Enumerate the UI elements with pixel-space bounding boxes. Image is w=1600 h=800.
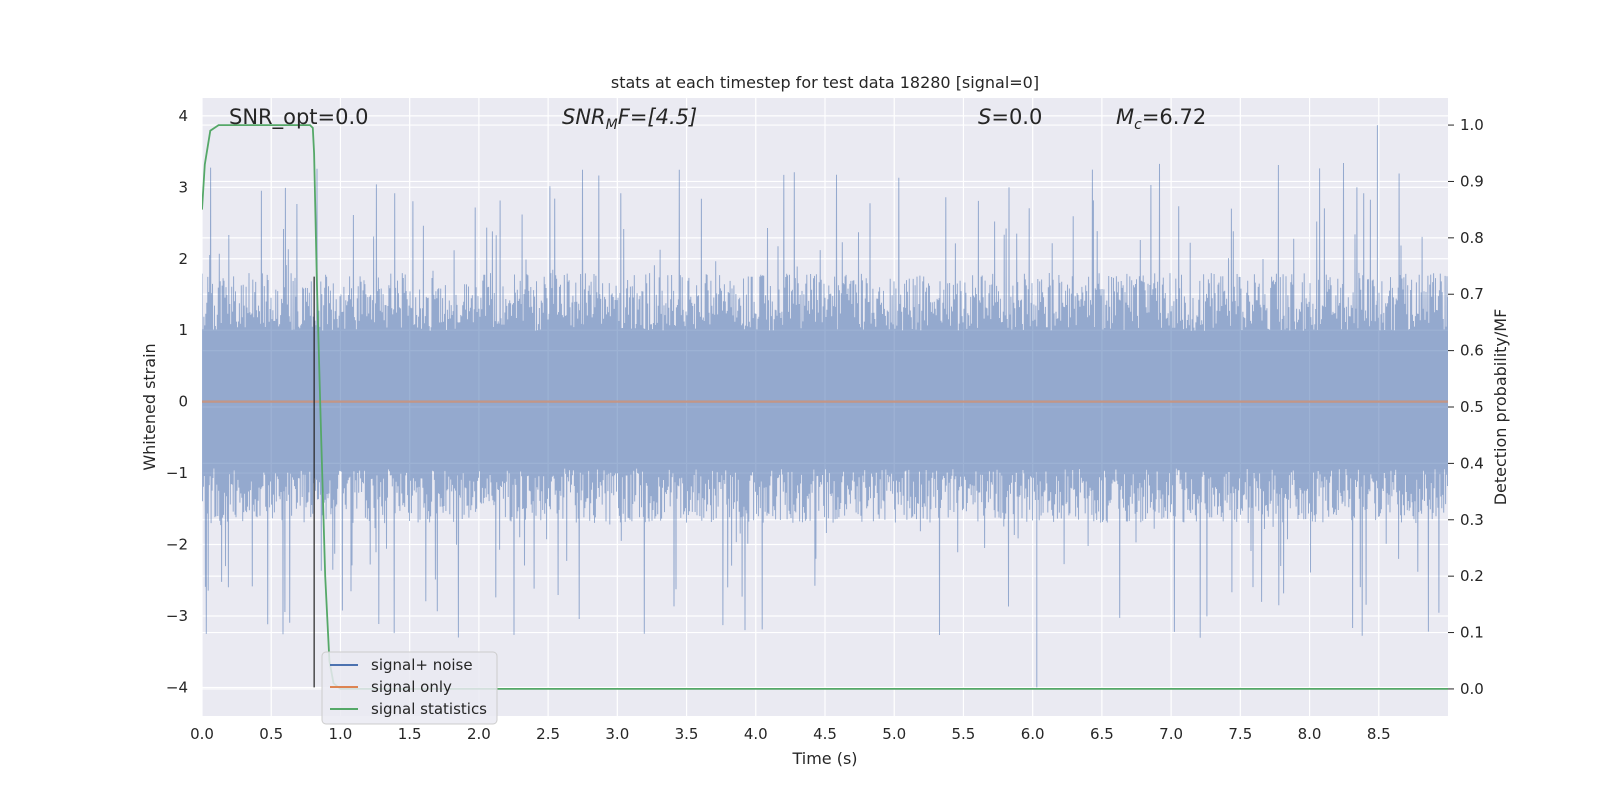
x-tick-label: 6.5 (1090, 725, 1114, 743)
y2-tick-label: 0.3 (1460, 511, 1484, 529)
y-tick-label: −2 (166, 536, 188, 554)
x-tick-label: 5.5 (952, 725, 976, 743)
y2-tick-label: 0.6 (1460, 342, 1484, 360)
x-tick-label: 3.0 (605, 725, 629, 743)
x-tick-label: 2.0 (467, 725, 491, 743)
x-tick-label: 6.0 (1021, 725, 1045, 743)
annotation-snr-opt: SNR_opt=0.0 (229, 105, 369, 130)
legend-label-signal-only: signal only (371, 678, 452, 696)
y2-tick-label: 0.5 (1460, 398, 1484, 416)
legend-label-signal-noise: signal+ noise (371, 656, 473, 674)
x-tick-label: 2.5 (536, 725, 560, 743)
y2-tick-label: 1.0 (1460, 116, 1484, 134)
x-tick-label: 1.0 (329, 725, 353, 743)
x-tick-label: 0.5 (259, 725, 283, 743)
chart-title: stats at each timestep for test data 182… (611, 73, 1039, 92)
y2-tick-label: 0.2 (1460, 567, 1484, 585)
legend-label-signal-statistics: signal statistics (371, 700, 487, 718)
y2-tick-label: 0.8 (1460, 229, 1484, 247)
y2-tick-label: 0.9 (1460, 172, 1484, 190)
x-tick-label: 4.5 (813, 725, 837, 743)
x-tick-label: 8.5 (1367, 725, 1391, 743)
x-tick-label: 7.0 (1159, 725, 1183, 743)
y-tick-label: 3 (178, 178, 188, 196)
y2-tick-label: 0.1 (1460, 624, 1484, 642)
y2-tick-label: 0.4 (1460, 454, 1484, 472)
y2-tick-label: 0.7 (1460, 285, 1484, 303)
y2-tick-label: 0.0 (1460, 680, 1484, 698)
legend: signal+ noise signal only signal statist… (322, 652, 497, 724)
y-tick-label: 2 (178, 250, 188, 268)
y-tick-label: −1 (166, 464, 188, 482)
x-tick-label: 1.5 (398, 725, 422, 743)
y-tick-label: 0 (178, 393, 188, 411)
annotation-mc: Mc=6.72 (1116, 105, 1206, 133)
y2-axis-label: Detection probability/MF (1491, 309, 1510, 506)
annotation-snr-mf: SNRMF=[4.5] (562, 105, 697, 133)
y-tick-label: 1 (178, 321, 188, 339)
x-tick-label: 4.0 (744, 725, 768, 743)
y-tick-label: −4 (166, 678, 188, 696)
y-tick-label: −3 (166, 607, 188, 625)
x-axis-label: Time (s) (791, 749, 857, 768)
x-tick-label: 8.0 (1298, 725, 1322, 743)
y-axis-label: Whitened strain (140, 343, 159, 470)
x-tick-label: 7.5 (1228, 725, 1252, 743)
x-tick-label: 3.5 (675, 725, 699, 743)
annotation-s: S=0.0 (978, 105, 1042, 129)
x-axis-ticks: 0.0 0.5 1.0 1.5 2.0 2.5 3.0 3.5 4.0 4.5 5.0 5.5 6.0 6… (190, 725, 1391, 743)
x-tick-label: 0.0 (190, 725, 214, 743)
y-axis-ticks: −4 −3 −2 −1 0 1 2 3 4 (166, 107, 188, 697)
y-tick-label: 4 (178, 107, 188, 125)
x-tick-label: 5.0 (882, 725, 906, 743)
y2-axis-ticks: 0.0 0.1 0.2 0.3 0.4 0.5 0.6 0.7 0.8 0.9 1.0 (1448, 116, 1484, 698)
